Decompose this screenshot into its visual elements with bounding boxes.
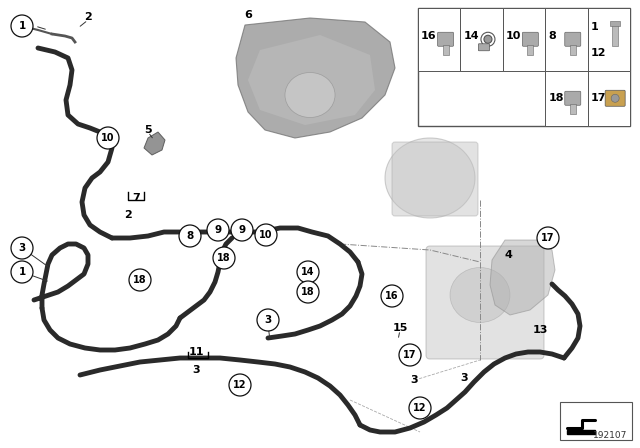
Circle shape (11, 15, 33, 37)
Text: 2: 2 (124, 210, 132, 220)
Text: 14: 14 (301, 267, 315, 277)
Text: 1: 1 (19, 21, 26, 31)
Circle shape (381, 285, 403, 307)
Text: 12: 12 (591, 48, 606, 58)
FancyBboxPatch shape (605, 90, 625, 106)
Text: 12: 12 (233, 380, 247, 390)
Circle shape (257, 309, 279, 331)
Polygon shape (490, 240, 555, 315)
Circle shape (611, 94, 619, 102)
Text: 5: 5 (144, 125, 152, 135)
Ellipse shape (385, 138, 475, 218)
Polygon shape (144, 132, 165, 155)
Bar (612, 24, 618, 46)
Text: 18: 18 (217, 253, 231, 263)
Circle shape (297, 281, 319, 303)
FancyBboxPatch shape (522, 32, 538, 46)
Circle shape (179, 225, 201, 247)
Text: 3: 3 (460, 373, 468, 383)
Circle shape (207, 219, 229, 241)
Circle shape (129, 269, 151, 291)
Bar (588, 8, 630, 70)
Text: 3: 3 (410, 375, 418, 385)
Text: 11: 11 (188, 347, 204, 357)
Text: 16: 16 (421, 31, 436, 41)
Text: 16: 16 (385, 291, 399, 301)
Bar (443, 45, 449, 55)
Text: 17: 17 (591, 93, 606, 103)
Bar (460, 8, 503, 70)
Circle shape (399, 344, 421, 366)
FancyBboxPatch shape (564, 91, 580, 105)
Polygon shape (567, 430, 595, 434)
Bar (570, 104, 576, 114)
Ellipse shape (285, 73, 335, 117)
Text: 8: 8 (186, 231, 194, 241)
Circle shape (297, 261, 319, 283)
Circle shape (97, 127, 119, 149)
Circle shape (213, 247, 235, 269)
Text: 14: 14 (463, 31, 479, 41)
Text: 3: 3 (19, 243, 26, 253)
Text: 1: 1 (591, 22, 598, 32)
Text: 10: 10 (101, 133, 115, 143)
FancyBboxPatch shape (479, 44, 490, 51)
Text: 10: 10 (506, 31, 521, 41)
Text: 17: 17 (541, 233, 555, 243)
Circle shape (255, 224, 277, 246)
Ellipse shape (450, 267, 510, 323)
Bar (560, 402, 632, 440)
Text: 18: 18 (548, 93, 564, 103)
Text: 18: 18 (133, 275, 147, 285)
Text: 4: 4 (504, 250, 512, 260)
Circle shape (409, 397, 431, 419)
Bar (570, 45, 576, 55)
Text: 13: 13 (532, 325, 548, 335)
Polygon shape (236, 18, 395, 138)
Bar (545, 8, 588, 70)
Circle shape (231, 219, 253, 241)
Circle shape (11, 261, 33, 283)
Text: 8: 8 (548, 31, 556, 41)
Bar (527, 45, 533, 55)
Circle shape (229, 374, 251, 396)
Polygon shape (248, 35, 375, 125)
Bar (545, 70, 588, 126)
Bar (503, 8, 545, 70)
Text: 10: 10 (259, 230, 273, 240)
Text: 15: 15 (392, 323, 408, 333)
FancyBboxPatch shape (392, 142, 478, 216)
Text: 192107: 192107 (593, 431, 627, 439)
FancyBboxPatch shape (564, 32, 580, 46)
Bar (418, 8, 460, 70)
Text: 3: 3 (264, 315, 271, 325)
Text: 9: 9 (239, 225, 246, 235)
Text: 12: 12 (413, 403, 427, 413)
FancyBboxPatch shape (438, 32, 454, 46)
Text: 18: 18 (301, 287, 315, 297)
Bar (610, 21, 620, 26)
FancyBboxPatch shape (426, 246, 544, 359)
Text: 7: 7 (132, 193, 140, 203)
Text: 2: 2 (84, 12, 92, 22)
Text: 17: 17 (403, 350, 417, 360)
Text: 9: 9 (214, 225, 221, 235)
Circle shape (537, 227, 559, 249)
Text: 1: 1 (19, 267, 26, 277)
Text: 6: 6 (244, 10, 252, 20)
Bar (418, 8, 630, 126)
Circle shape (484, 35, 492, 43)
Bar (588, 70, 630, 126)
Circle shape (11, 237, 33, 259)
Text: 3: 3 (192, 365, 200, 375)
